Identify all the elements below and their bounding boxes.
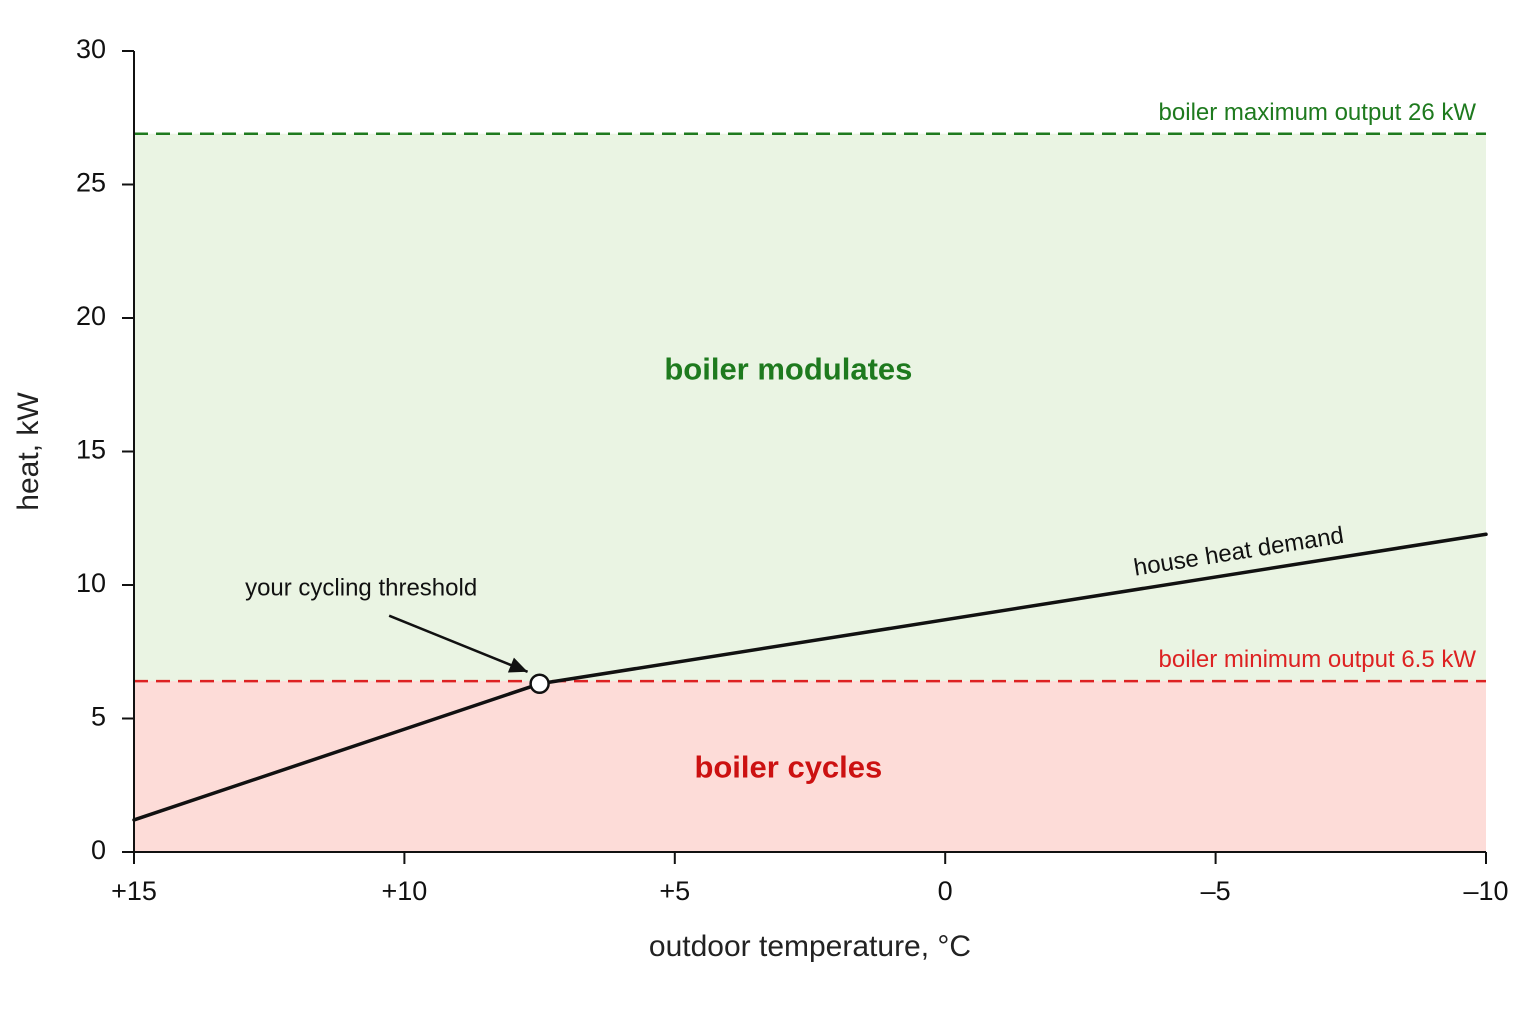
x-tick-label-0: +15 — [111, 876, 157, 906]
x-axis-title: outdoor temperature, °C — [649, 930, 971, 963]
y-tick-label-2: 10 — [76, 568, 106, 598]
x-tick-label-1: +10 — [381, 876, 427, 906]
regions-layer — [134, 133, 1486, 852]
x-tick-label-4: –5 — [1201, 876, 1231, 906]
annotation-arrow-0 — [388, 614, 529, 673]
y-tick-label-3: 15 — [76, 435, 106, 465]
region-label-0: boiler modulates — [664, 352, 912, 387]
y-tick-label-5: 25 — [76, 168, 106, 198]
y-axis-title: heat, kW — [12, 392, 45, 511]
y-tick-label-4: 20 — [76, 301, 106, 331]
annotation-marker-0 — [529, 673, 550, 695]
region-1 — [134, 681, 1486, 852]
region-label-1: boiler cycles — [694, 749, 882, 784]
annotation-arrowhead-0 — [507, 657, 528, 673]
reference-label-1: boiler minimum output 6.5 kW — [1159, 646, 1477, 673]
annotation-text-0: your cycling threshold — [245, 575, 477, 602]
x-tick-label-2: +5 — [659, 876, 690, 906]
reference-label-0: boiler maximum output 26 kW — [1159, 99, 1477, 126]
region-0 — [134, 133, 1486, 682]
axes-layer: 0 5 10 15 20 25 30 +15 +10 +5 0 –5 –10 outdoor temper… — [12, 34, 1509, 963]
y-tick-label-6: 30 — [76, 34, 106, 64]
y-tick-label-1: 5 — [91, 702, 106, 732]
x-tick-label-3: 0 — [938, 876, 953, 906]
x-tick-label-5: –10 — [1463, 876, 1508, 906]
reference-lines-layer — [134, 132, 1486, 683]
y-tick-label-0: 0 — [91, 835, 106, 865]
